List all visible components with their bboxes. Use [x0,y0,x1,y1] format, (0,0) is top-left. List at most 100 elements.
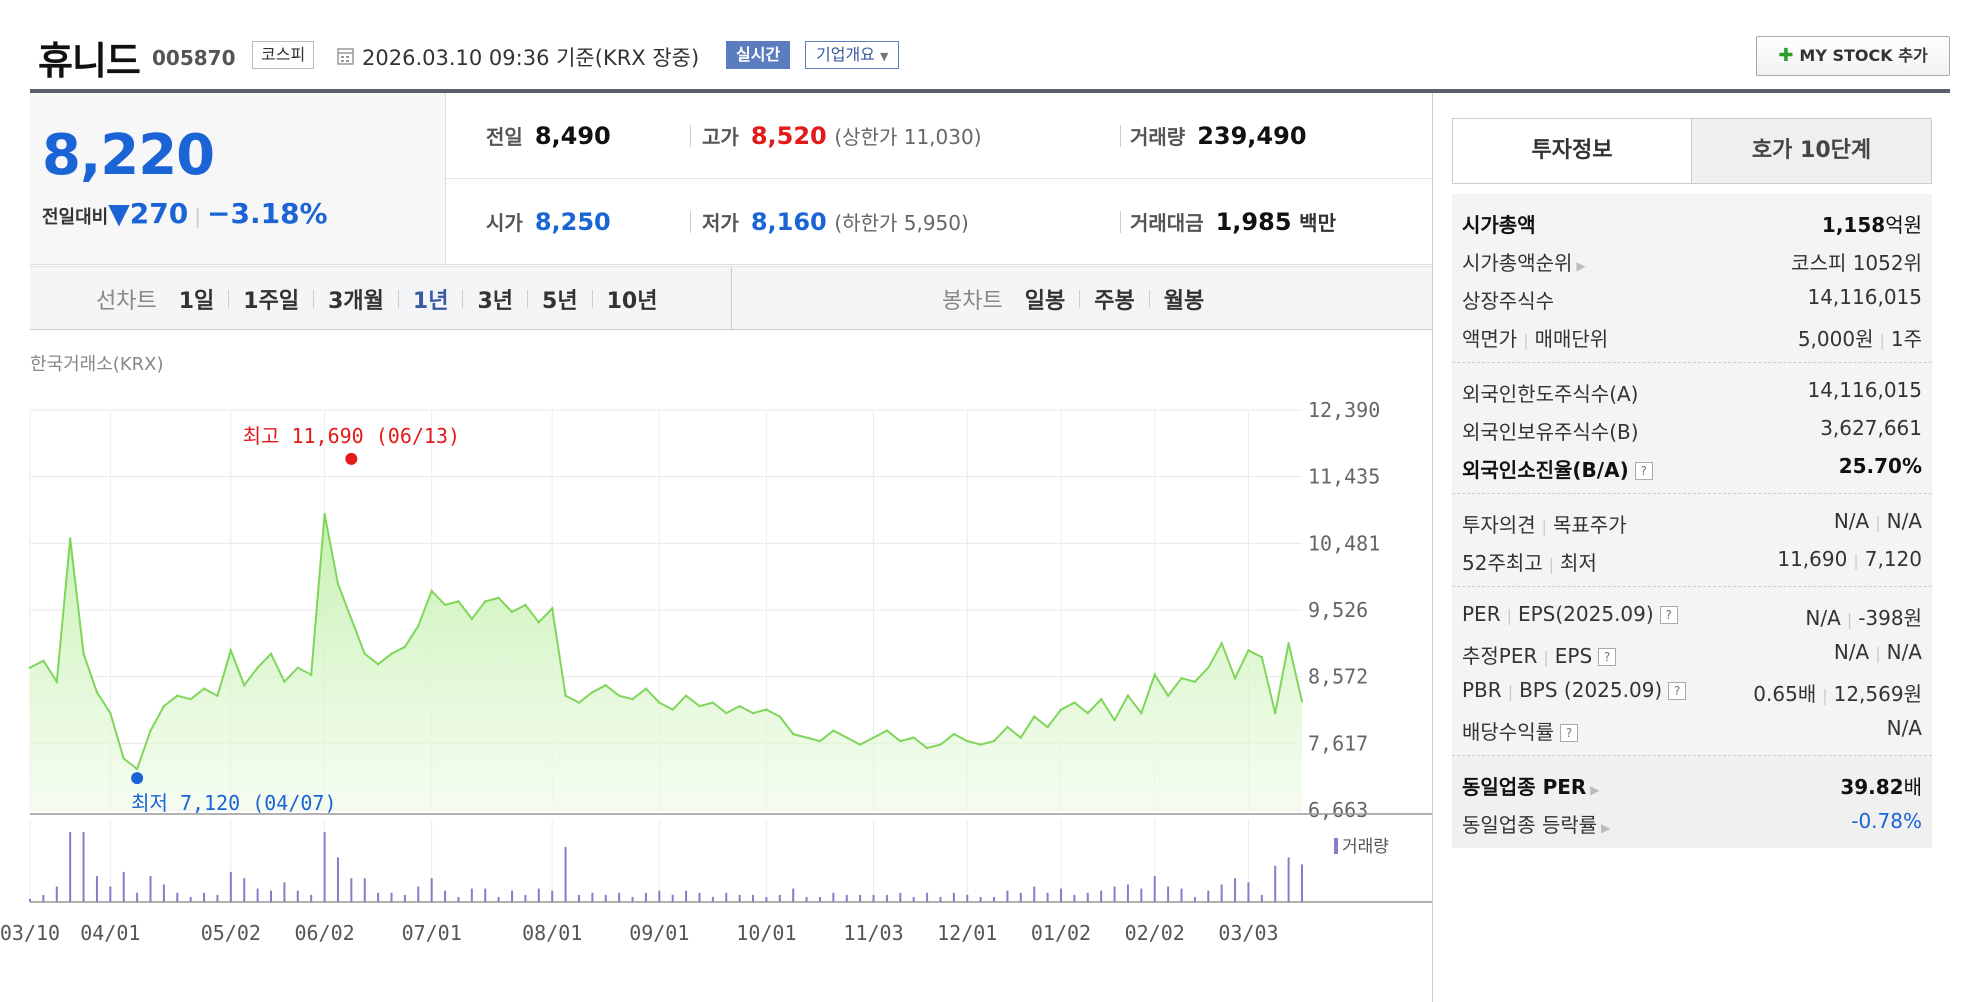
info-value: N/A | -398원 [1805,602,1922,631]
info-label-text[interactable]: 동일업종 PER [1462,775,1587,799]
help-icon[interactable]: ? [1598,648,1617,666]
low-annotation: 최저 7,120 (04/07) [131,791,336,815]
price-point [1193,680,1197,683]
separator: | [1523,331,1529,350]
lower-limit: (하한가 5,950) [834,211,969,235]
price-point [497,596,500,600]
arrow-right-icon[interactable]: ▶ [1601,821,1611,835]
period-tab[interactable]: 3개월 [328,288,384,314]
stat-volume: 거래량 239,490 [1130,121,1307,150]
stock-name: 휴니드 [38,39,141,83]
help-icon[interactable]: ? [1560,724,1578,742]
price-point [229,649,233,652]
info-label-text: 상장주식수 [1462,289,1554,313]
info-label-text: 추정PER [1462,644,1538,668]
price-point [805,736,808,739]
info-row: 투자의견 | 목표주가 N/A | N/A [1452,502,1932,540]
info-value-text: 코스피 1052위 [1791,251,1922,275]
volume-bar [872,894,875,902]
price-point [390,652,393,655]
volume-bar [162,884,165,902]
price-point [363,652,366,655]
candle-period-tab[interactable]: 주봉 [1094,288,1135,314]
high-annotation: 최고 11,690 (06/13) [243,424,460,448]
price-line [29,513,1303,771]
info-label-text[interactable]: 동일업종 등락률 [1462,813,1598,837]
current-price: 8,220 [42,123,215,188]
help-icon[interactable]: ? [1634,462,1653,480]
down-triangle-icon: ▼ [108,197,130,230]
price-point [296,666,299,669]
price-point [979,743,982,746]
price-point [68,537,72,540]
candle-period-tab[interactable]: 월봉 [1163,288,1205,314]
volume-bar [216,894,219,902]
stock-code: 005870 [152,46,236,70]
add-my-stock-button[interactable]: ✚ MY STOCK 추가 [1756,36,1950,76]
stat-high: 고가 8,520 (상한가 11,030) [702,121,982,150]
info-value-text: 3,627,661 [1820,416,1922,440]
volume-bar [577,894,580,902]
volume-bar [604,894,607,902]
realtime-button[interactable]: 실시간 [726,41,791,69]
company-overview-button[interactable]: 기업개요 ▼ [805,41,900,69]
period-tab[interactable]: 1년 [412,288,449,314]
stat-unit: 백만 [1299,211,1336,235]
tab-investment-info[interactable]: 투자정보 [1453,119,1691,183]
price-chart[interactable]: 12,390 11,435 10,481 9,526 8,572 7,617 6,663 03… [0,380,1432,960]
separator: | [1846,610,1853,629]
info-value-text: 7,120 [1864,547,1922,571]
separator: | [1822,686,1828,705]
separator: | [1541,517,1547,536]
volume-bar [310,894,313,902]
tab-order-book[interactable]: 호가 10단계 [1691,119,1931,183]
info-label-text: 최저 [1560,551,1597,575]
header-divider [30,89,1950,93]
x-tick-label: 06/02 [294,921,354,945]
info-row: 외국인한도주식수(A) 14,116,015 [1452,371,1932,409]
price-point [510,610,514,614]
volume-bar [484,888,487,902]
arrow-right-icon[interactable]: ▶ [1590,783,1600,797]
volume-bar [1234,878,1237,902]
volume-legend-swatch [1334,838,1338,854]
help-icon[interactable]: ? [1659,606,1678,624]
info-label-text[interactable]: 시가총액순위 [1462,251,1573,275]
volume-bar [832,892,835,902]
info-label-text: 매매단위 [1534,327,1609,351]
price-point [176,694,179,697]
volume-bar [256,888,259,902]
volume-bar [818,896,821,902]
info-label-text: 배당수익률 [1462,720,1554,744]
price-point [256,666,259,669]
info-label: PER | EPS(2025.09)? [1462,602,1678,626]
separator [527,289,529,308]
volume-bar [658,890,661,902]
stat-value: 1,985 [1215,208,1292,236]
volume-bar [671,894,674,902]
volume-bar [1140,888,1143,902]
candle-period-tab[interactable]: 일봉 [1024,288,1066,314]
volume-bar [859,894,862,902]
price-point [269,652,273,655]
price-point [550,607,554,610]
info-row: PER | EPS(2025.09)? N/A | -398원 [1452,595,1932,633]
volume-bar [1100,890,1103,902]
volume-bar [430,878,433,902]
separator: | [1506,606,1512,625]
price-point [966,739,969,743]
period-tab[interactable]: 10년 [606,288,658,314]
info-row: 액면가 | 매매단위 5,000원 | 1주 [1452,316,1932,354]
price-point [617,694,621,697]
stat-label: 거래대금 [1130,211,1204,235]
separator [690,211,691,233]
arrow-right-icon[interactable]: ▶ [1576,259,1586,273]
volume-bar [1167,886,1170,902]
period-tab[interactable]: 1주일 [243,288,300,314]
period-tab[interactable]: 1일 [178,288,215,314]
price-point [899,739,902,743]
period-tab[interactable]: 5년 [542,288,578,314]
help-icon[interactable]: ? [1668,682,1687,700]
period-tab[interactable]: 3년 [477,288,514,314]
x-tick-label: 08/01 [522,921,582,945]
